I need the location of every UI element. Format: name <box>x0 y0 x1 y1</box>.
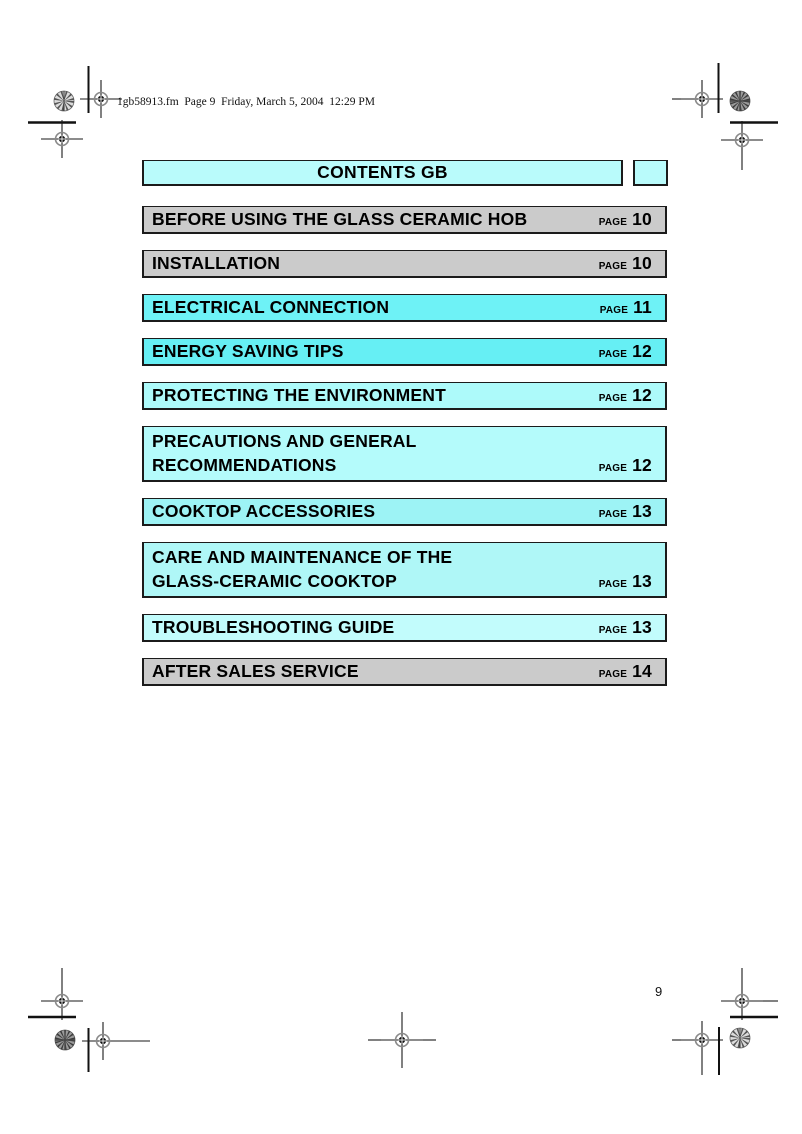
toc-row: PRECAUTIONS AND GENERAL RECOMMENDATIONS P… <box>142 426 667 482</box>
toc-row: COOKTOP ACCESSORIES PAGE 13 <box>142 498 667 526</box>
toc-page-number: 12 <box>632 340 652 361</box>
toc-row-page: PAGE 13 <box>599 617 652 639</box>
toc-row: ENERGY SAVING TIPS PAGE 12 <box>142 338 667 366</box>
toc-row: TROUBLESHOOTING GUIDE PAGE 13 <box>142 614 667 642</box>
toc-row-page: PAGE 12 <box>599 385 652 407</box>
toc-page-label: PAGE <box>598 668 628 680</box>
page-number: 9 <box>655 984 663 999</box>
toc-row: ELECTRICAL CONNECTION PAGE 11 <box>142 294 667 322</box>
toc-row-page: PAGE 12 <box>599 455 652 477</box>
toc-page-label: PAGE <box>598 508 628 520</box>
contents-side-box <box>633 160 668 186</box>
toc-page-number: 10 <box>632 252 652 273</box>
toc-page-number: 12 <box>632 455 652 475</box>
registration-target-icon <box>79 79 123 119</box>
toc-row-page: PAGE 14 <box>599 661 652 683</box>
table-of-contents: BEFORE USING THE GLASS CERAMIC HOB PAGE 1… <box>142 206 667 702</box>
registration-target-icon <box>720 981 764 1021</box>
crop-marks-top-left <box>28 66 123 159</box>
registration-pinwheel-icon <box>55 1030 75 1050</box>
toc-row: AFTER SALES SERVICE PAGE 14 <box>142 658 667 686</box>
toc-row-title: CARE AND MAINTENANCE OF THE GLASS-CERAMIC… <box>152 547 453 591</box>
crop-marks-bottom-left <box>28 968 150 1072</box>
toc-page-number: 13 <box>632 500 652 521</box>
toc-page-number: 14 <box>632 660 652 681</box>
registration-pinwheel-icon <box>730 1028 750 1048</box>
toc-row: CARE AND MAINTENANCE OF THE GLASS-CERAMIC… <box>142 542 667 598</box>
contents-title-bar: CONTENTS GB <box>142 160 623 186</box>
registration-target-icon <box>680 1020 724 1060</box>
registration-target-icon <box>40 981 84 1021</box>
toc-page-number: 11 <box>633 296 652 317</box>
toc-row: INSTALLATION PAGE 10 <box>142 250 667 278</box>
registration-target-icon <box>720 120 764 160</box>
registration-pinwheel-icon <box>730 91 750 111</box>
crop-marks-bottom-right <box>672 968 778 1075</box>
crop-marks-bottom-center <box>368 1012 436 1068</box>
toc-row: PROTECTING THE ENVIRONMENT PAGE 12 <box>142 382 667 410</box>
toc-page-label: PAGE <box>598 260 628 272</box>
toc-row-page: PAGE 13 <box>599 501 652 523</box>
toc-row-page: PAGE 12 <box>599 341 652 363</box>
toc-row-title: ELECTRICAL CONNECTION <box>152 296 390 317</box>
print-header-text: 1gb58913.fm Page 9 Friday, March 5, 2004… <box>117 96 375 108</box>
toc-page-number: 13 <box>632 616 652 637</box>
registration-target-icon <box>40 119 84 159</box>
toc-row-page: PAGE 10 <box>599 209 652 231</box>
toc-row-title: INSTALLATION <box>152 252 281 273</box>
registration-pinwheel-icon <box>54 91 74 111</box>
toc-row-title: BEFORE USING THE GLASS CERAMIC HOB <box>152 208 528 229</box>
crop-marks-top-right <box>672 63 778 170</box>
toc-row: BEFORE USING THE GLASS CERAMIC HOB PAGE 1… <box>142 206 667 234</box>
toc-row-title: TROUBLESHOOTING GUIDE <box>152 616 395 637</box>
toc-row-title: ENERGY SAVING TIPS <box>152 340 344 361</box>
registration-target-icon <box>680 79 724 119</box>
toc-page-label: PAGE <box>598 216 628 228</box>
toc-row-page: PAGE 13 <box>599 571 652 593</box>
toc-row-page: PAGE 10 <box>599 253 652 275</box>
toc-page-label: PAGE <box>598 624 628 636</box>
toc-row-page: PAGE 11 <box>600 297 652 319</box>
toc-row-title: PRECAUTIONS AND GENERAL RECOMMENDATIONS <box>152 431 417 475</box>
toc-page-number: 13 <box>632 571 652 591</box>
toc-page-label: PAGE <box>598 579 628 590</box>
toc-page-number: 12 <box>632 384 652 405</box>
toc-page-label: PAGE <box>599 304 629 316</box>
toc-page-number: 10 <box>632 208 652 229</box>
toc-page-label: PAGE <box>598 463 628 474</box>
toc-page-label: PAGE <box>598 348 628 360</box>
toc-row-title: AFTER SALES SERVICE <box>152 660 359 681</box>
registration-target-icon <box>380 1020 424 1060</box>
registration-target-icon <box>81 1021 125 1061</box>
toc-row-title: COOKTOP ACCESSORIES <box>152 500 376 521</box>
toc-row-title: PROTECTING THE ENVIRONMENT <box>152 384 446 405</box>
toc-page-label: PAGE <box>598 392 628 404</box>
contents-title: CONTENTS GB <box>317 162 448 182</box>
